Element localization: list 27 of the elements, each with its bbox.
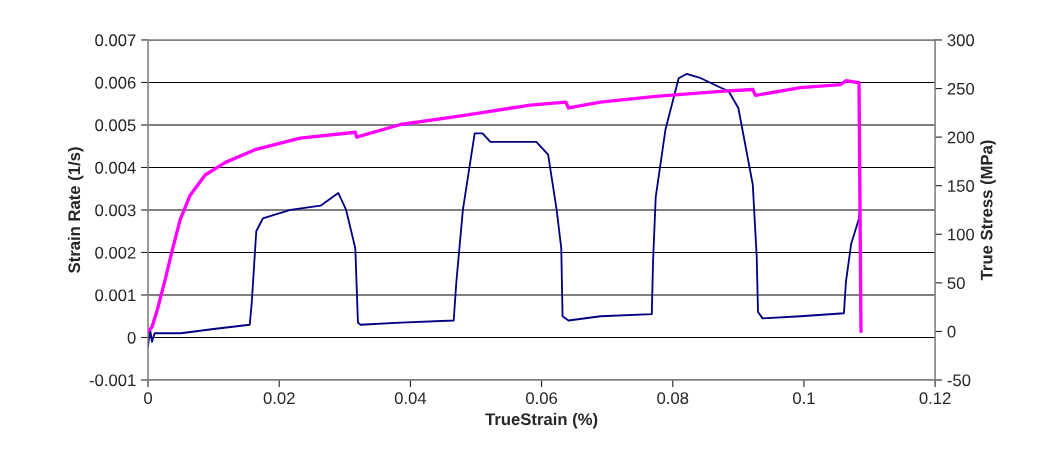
y-axis-title: Strain Rate (1/s) — [67, 147, 84, 273]
y2-tick-label: 0 — [947, 325, 956, 338]
y2-axis-title: True Stress (MPa) — [980, 140, 996, 281]
x-tick-label: 0 — [144, 392, 153, 405]
y-tick-label: 0.001 — [95, 289, 136, 302]
y2-tick-label: 250 — [947, 82, 975, 95]
y2-tick-label: 150 — [948, 180, 975, 192]
y-tick-label: 0.002 — [95, 246, 136, 259]
x-tick-label: 0.12 — [919, 392, 951, 405]
y2-tick-label: 50 — [947, 277, 965, 290]
x-tick-label: 0.06 — [526, 392, 558, 405]
y-tick-label: 0.007 — [95, 34, 136, 47]
y-tick-label: 0.006 — [95, 76, 136, 89]
x-tick-label: 0.02 — [263, 392, 295, 405]
y2-tick-label: -50 — [947, 374, 971, 387]
y-tick-label: 0.004 — [95, 161, 136, 174]
x-tick-label: 0.08 — [657, 392, 689, 405]
x-axis-title: TrueStrain (%) — [485, 412, 598, 429]
y2-tick-label: 300 — [947, 34, 975, 47]
y-tick-label: 0 — [127, 331, 136, 344]
y2-tick-label: 100 — [948, 228, 975, 241]
y-tick-label: 0.003 — [95, 204, 136, 217]
x-tick-label: 0.04 — [394, 392, 427, 405]
y2-tick-label: 200 — [947, 131, 975, 144]
x-tick-label: 0.1 — [792, 392, 815, 405]
y-tick-label: -0.001 — [89, 374, 136, 387]
y-tick-label: 0.005 — [95, 119, 136, 132]
